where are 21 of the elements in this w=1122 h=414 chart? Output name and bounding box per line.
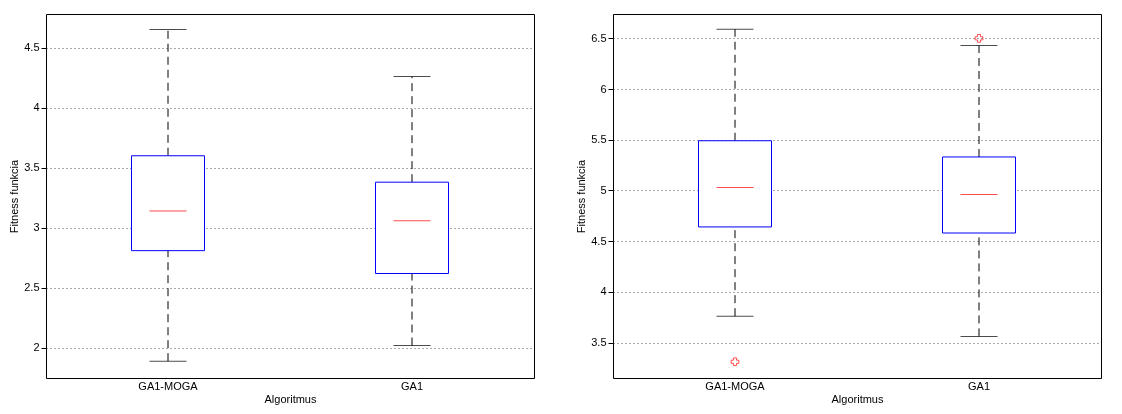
y-tick-label: 3 — [33, 221, 40, 234]
y-axis-title: Fitness funkcia — [8, 158, 21, 234]
y-tick-label: 3.5 — [591, 336, 607, 349]
x-axis-title: Algoritmus — [831, 392, 884, 405]
x-axis-title: Algoritmus — [264, 392, 317, 405]
y-tick-label: 6 — [600, 82, 607, 95]
x-tick-label: GA1-MOGA — [705, 379, 766, 392]
x-tick-label: GA1 — [400, 379, 424, 392]
x-tick-label: GA1 — [967, 379, 991, 392]
y-tick-label: 6.5 — [591, 31, 607, 44]
x-tick-label: GA1-MOGA — [138, 379, 199, 392]
y-axis-title: Fitness funkcia — [575, 158, 588, 234]
y-tick-label: 4.5 — [24, 41, 40, 54]
y-tick-label: 4 — [600, 285, 607, 298]
y-tick-label: 4 — [33, 101, 40, 114]
y-tick-label: 4.5 — [591, 234, 607, 247]
y-tick-label: 2.5 — [24, 281, 40, 294]
y-tick-label: 2 — [33, 341, 40, 354]
y-tick-label: 5 — [600, 183, 607, 196]
y-tick-label: 3.5 — [24, 161, 40, 174]
y-tick-label: 5.5 — [591, 133, 607, 146]
